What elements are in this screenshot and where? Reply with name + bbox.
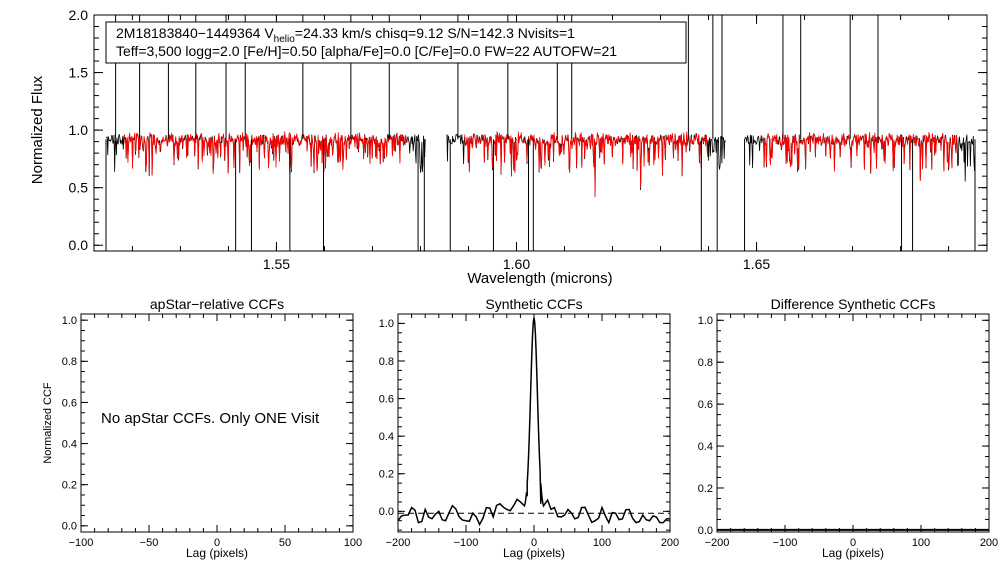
velocity-values: =24.33 km/s chisq=9.12 S/N=142.3 Nvisits… — [295, 25, 575, 41]
y-tick-label: 0.0 — [62, 521, 77, 533]
x-tick-label: 100 — [593, 537, 611, 549]
apstar-ccf-title: apStar−relative CCFs — [150, 296, 284, 312]
spectrum-panel: 1.55 1.60 1.65 0.0 0.5 1.0 1.5 2.0 2M18183840−1… — [69, 7, 988, 272]
model-spectrum-chip-3 — [762, 131, 958, 181]
apstar-ccf-annotation: No apStar CCFs. Only ONE Visit — [101, 410, 320, 427]
x-tick-label: −100 — [69, 537, 94, 549]
x-tick-label: 200 — [661, 537, 679, 549]
spectrum-info-line1: 2M18183840−1449364 Vhelio=24.33 km/s chi… — [116, 25, 575, 45]
x-tick-label: 0 — [214, 537, 220, 549]
y-tick-label: 0.0 — [698, 525, 713, 537]
synthetic-ccf-frame — [397, 313, 671, 533]
synthetic-ccf-panel: −200 −100 0 100 200 0.0 0.2 0.4 0.6 0.8 1.0 Synthe… — [379, 296, 679, 560]
apstar-ccf-ylabel: Normalized CCF — [42, 382, 54, 464]
y-tick-label: 0.2 — [698, 483, 713, 495]
difference-ccf-xlabel: Lag (pixels) — [822, 546, 884, 560]
spectrum-plot-frame — [93, 14, 988, 252]
y-tick-label: 1.0 — [62, 315, 77, 327]
y-tick-label: 2.0 — [69, 7, 89, 23]
velocity-subscript: helio — [274, 34, 296, 45]
difference-ccf-title: Difference Synthetic CCFs — [771, 296, 936, 312]
x-tick-label: 1.65 — [743, 256, 770, 272]
spectrum-info-line2: Teff=3,500 logg=2.0 [Fe/H]=0.50 [alpha/F… — [116, 43, 617, 59]
apstar-ccf-panel: −100 −50 0 50 100 0.0 0.2 0.4 0.6 0.8 1.0 apStar−r… — [42, 296, 362, 560]
y-tick-label: 1.0 — [379, 318, 394, 330]
y-tick-label: 0.2 — [62, 480, 77, 492]
synthetic-ccf-title: Synthetic CCFs — [485, 296, 582, 312]
apstar-ccf-xlabel: Lag (pixels) — [186, 546, 248, 560]
x-tick-label: 0 — [531, 537, 537, 549]
x-tick-label: 200 — [980, 537, 998, 549]
difference-ccf-frame — [716, 313, 990, 533]
y-tick-label: 0.6 — [379, 393, 394, 405]
y-tick-label: 0.8 — [62, 356, 77, 368]
y-tick-label: 0.2 — [379, 469, 394, 481]
x-tick-label: 1.60 — [503, 256, 530, 272]
x-tick-label: 100 — [912, 537, 930, 549]
model-spectrum-chip-2 — [464, 130, 708, 198]
x-tick-label: −50 — [140, 537, 159, 549]
x-tick-label: −100 — [454, 537, 479, 549]
spectrum-xlabel: Wavelength (microns) — [467, 270, 612, 287]
y-tick-label: 0.4 — [379, 431, 394, 443]
x-tick-label: 1.55 — [263, 256, 290, 272]
x-tick-label: −200 — [386, 537, 411, 549]
y-tick-label: 1.0 — [69, 122, 89, 138]
y-tick-label: 0.4 — [698, 441, 713, 453]
y-tick-label: 0.6 — [698, 399, 713, 411]
y-tick-label: 0.5 — [69, 180, 89, 196]
y-tick-label: 0.6 — [62, 397, 77, 409]
x-tick-label: −100 — [773, 537, 798, 549]
spectrum-ylabel: Normalized Flux — [29, 75, 46, 184]
difference-ccf-panel: −200 −100 0 100 200 0.0 0.2 0.4 0.6 0.8 1.0 Differ… — [698, 296, 998, 560]
y-tick-label: 1.0 — [698, 315, 713, 327]
star-id: 2M18183840−1449364 — [116, 25, 261, 41]
x-tick-label: 100 — [344, 537, 362, 549]
x-tick-label: 0 — [850, 537, 856, 549]
model-spectrum-chip-1 — [123, 131, 408, 176]
y-tick-label: 0.0 — [379, 506, 394, 518]
y-tick-label: 0.8 — [698, 357, 713, 369]
y-tick-label: 0.8 — [379, 356, 394, 368]
y-tick-label: 1.5 — [69, 64, 89, 80]
spectrum-info-box — [105, 21, 687, 64]
velocity-symbol: V — [264, 25, 274, 41]
x-tick-label: −200 — [705, 537, 730, 549]
synthetic-ccf-curve — [397, 317, 671, 527]
y-tick-label: 0.4 — [62, 438, 77, 450]
synthetic-ccf-xlabel: Lag (pixels) — [503, 546, 565, 560]
y-tick-label: 0.0 — [69, 237, 89, 253]
x-tick-label: 50 — [279, 537, 291, 549]
